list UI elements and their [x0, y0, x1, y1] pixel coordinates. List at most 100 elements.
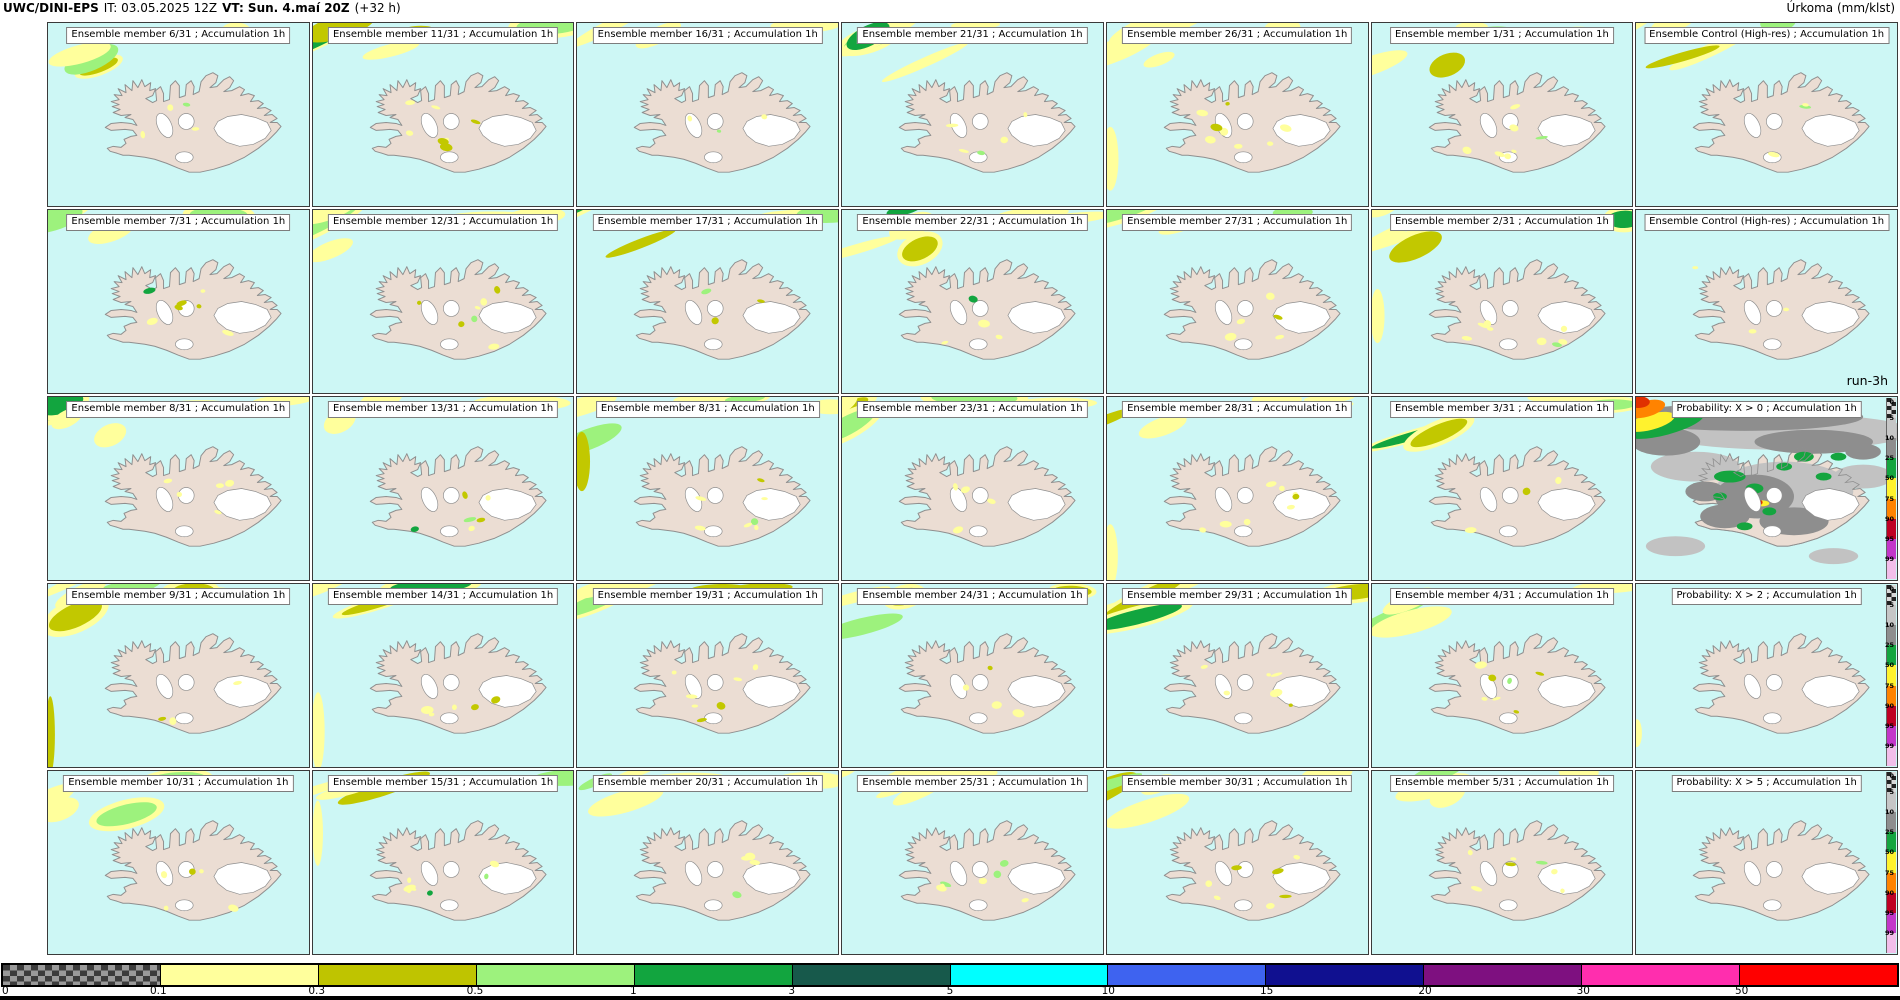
probability-colorbar-label: 95 [1884, 534, 1894, 543]
forecast-panel[interactable]: Ensemble member 27/31 ; Accumulation 1h [1105, 209, 1369, 394]
iceland-map [312, 397, 574, 580]
panel-title: Ensemble member 22/31 ; Accumulation 1h [857, 214, 1088, 231]
probability-colorbar-label: 0 [1889, 398, 1894, 406]
forecast-panel[interactable]: Ensemble member 4/31 ; Accumulation 1h [1370, 583, 1634, 768]
legend-segment [3, 965, 160, 985]
forecast-panel[interactable]: Ensemble member 22/31 ; Accumulation 1h [841, 209, 1104, 394]
iceland-map [1371, 397, 1633, 580]
probability-colorbar-label: 50 [1884, 474, 1894, 483]
forecast-panel[interactable]: Ensemble member 21/31 ; Accumulation 1h [841, 22, 1104, 207]
probability-colorbar-segment [1887, 832, 1896, 853]
forecast-panel[interactable]: Ensemble member 5/31 ; Accumulation 1h [1370, 770, 1634, 955]
forecast-panel[interactable]: Ensemble member 13/31 ; Accumulation 1h [311, 396, 575, 581]
forecast-panel[interactable]: Ensemble member 2/31 ; Accumulation 1h [1370, 209, 1634, 394]
panel-title: Ensemble member 7/31 ; Accumulation 1h [66, 214, 291, 231]
forecast-panel[interactable]: Ensemble member 12/31 ; Accumulation 1h [311, 209, 575, 394]
forecast-panel[interactable]: Ensemble member 23/31 ; Accumulation 1h [841, 396, 1104, 581]
probability-colorbar-segment [1887, 665, 1896, 686]
forecast-panel[interactable]: Ensemble member 8/31 ; Accumulation 1h [576, 396, 840, 581]
forecast-panel[interactable]: Ensemble member 9/31 ; Accumulation 1h [47, 583, 310, 768]
iceland-map [577, 210, 839, 393]
legend-baseline [0, 996, 1900, 1000]
legend-tick-label: 10 [1101, 985, 1115, 997]
panel-title: Ensemble member 24/31 ; Accumulation 1h [857, 588, 1088, 605]
forecast-panel[interactable]: Ensemble member 8/31 ; Accumulation 1h [47, 396, 310, 581]
probability-colorbar-segment [1887, 685, 1896, 706]
probability-colorbar-label: 99 [1884, 554, 1894, 563]
forecast-panel[interactable]: Ensemble member 15/31 ; Accumulation 1h [311, 770, 575, 955]
probability-colorbar: 0 5 10 25 50 75 90 95 99 [1884, 772, 1896, 953]
probability-colorbar-label: 10 [1884, 808, 1894, 817]
panel-title: Ensemble member 26/31 ; Accumulation 1h [1122, 27, 1353, 44]
probability-colorbar: 0 5 10 25 50 75 90 95 99 [1884, 585, 1896, 766]
forecast-panel[interactable]: Ensemble member 1/31 ; Accumulation 1h [1370, 22, 1634, 207]
panel-title: Ensemble member 4/31 ; Accumulation 1h [1390, 588, 1614, 605]
legend-tick-label: 15 [1259, 985, 1274, 997]
probability-colorbar-label: 50 [1884, 848, 1894, 857]
forecast-panel[interactable]: Ensemble member 17/31 ; Accumulation 1h [576, 209, 840, 394]
iceland-map [312, 23, 574, 206]
probability-colorbar-segment [1887, 872, 1896, 893]
forecast-panel[interactable]: Ensemble member 16/31 ; Accumulation 1h [576, 22, 840, 207]
forecast-panel[interactable]: Ensemble member 25/31 ; Accumulation 1h [841, 770, 1104, 955]
iceland-map [1106, 397, 1368, 580]
probability-colorbar-segment [1887, 725, 1896, 746]
forecast-panel[interactable]: Probability: X > 5 ; Accumulation 1h 0 5 10… [1635, 770, 1898, 955]
probability-colorbar-label: 75 [1884, 681, 1894, 690]
probability-colorbar-segment [1887, 812, 1896, 833]
forecast-panel[interactable]: Ensemble member 19/31 ; Accumulation 1h [576, 583, 840, 768]
probability-colorbar-segment [1887, 705, 1896, 726]
forecast-panel[interactable]: Probability: X > 0 ; Accumulation 1h 0 5 10… [1635, 396, 1898, 581]
legend-tick-label: 0.5 [466, 985, 484, 997]
forecast-panel[interactable]: Ensemble member 29/31 ; Accumulation 1h [1105, 583, 1369, 768]
legend-tick-label: 5 [946, 985, 954, 997]
init-time: IT: 03.05.2025 12Z [103, 1, 218, 15]
forecast-panel[interactable]: Ensemble member 10/31 ; Accumulation 1h [47, 770, 310, 955]
legend-tick-label: 20 [1418, 985, 1432, 997]
iceland-map [1636, 23, 1897, 206]
panel-title: Ensemble member 15/31 ; Accumulation 1h [327, 775, 559, 792]
forecast-panel[interactable]: Ensemble member 7/31 ; Accumulation 1h [47, 209, 310, 394]
forecast-panel[interactable]: Probability: X > 2 ; Accumulation 1h 0 5 10… [1635, 583, 1898, 768]
panel-title: Ensemble member 29/31 ; Accumulation 1h [1122, 588, 1353, 605]
iceland-map [842, 584, 1103, 767]
legend-tick-label: 0.3 [308, 985, 326, 997]
iceland-map [1371, 771, 1633, 954]
forecast-panel[interactable]: Ensemble Control (High-res) ; Accumulati… [1635, 209, 1898, 394]
legend-tick-labels: 0 0.1 0.3 0.5 1 3 5 10 15 20 30 50 [0, 985, 1900, 998]
forecast-panel[interactable]: Ensemble member 14/31 ; Accumulation 1h [311, 583, 575, 768]
panel-title: Ensemble member 8/31 ; Accumulation 1h [595, 401, 820, 418]
forecast-panel[interactable]: Ensemble member 30/31 ; Accumulation 1h [1105, 770, 1369, 955]
forecast-panel[interactable]: Ensemble Control (High-res) ; Accumulati… [1635, 22, 1898, 207]
forecast-panel[interactable]: Ensemble member 24/31 ; Accumulation 1h [841, 583, 1104, 768]
legend-tick-label: 50 [1734, 985, 1749, 997]
forecast-panel[interactable]: Ensemble member 28/31 ; Accumulation 1h [1105, 396, 1369, 581]
forecast-panel[interactable]: Ensemble member 3/31 ; Accumulation 1h [1370, 396, 1634, 581]
forecast-panel[interactable]: Ensemble member 11/31 ; Accumulation 1h [311, 22, 575, 207]
iceland-map [842, 23, 1103, 206]
titlebar: UWC/DINI-EPS IT: 03.05.2025 12Z VT: Sun. 4… [0, 0, 1900, 19]
iceland-map [1636, 397, 1897, 580]
run-info: UWC/DINI-EPS IT: 03.05.2025 12Z VT: Sun. 4… [3, 1, 406, 15]
probability-colorbar-segment [1887, 498, 1896, 519]
iceland-map [577, 23, 839, 206]
panel-title: Ensemble member 16/31 ; Accumulation 1h [592, 27, 823, 44]
iceland-map [577, 397, 839, 580]
panel-title: Ensemble Control (High-res) ; Accumulati… [1644, 27, 1890, 44]
iceland-map [312, 771, 574, 954]
iceland-map [1106, 23, 1368, 206]
probability-colorbar-label: 5 [1889, 601, 1894, 610]
iceland-map [48, 210, 309, 393]
probability-colorbar-label: 75 [1884, 494, 1894, 503]
forecast-panel[interactable]: Ensemble member 20/31 ; Accumulation 1h [576, 770, 840, 955]
probability-colorbar-segment [1887, 745, 1896, 766]
forecast-panel[interactable]: Ensemble member 6/31 ; Accumulation 1h [47, 22, 310, 207]
probability-colorbar-segment [1887, 932, 1896, 953]
panel-title: Ensemble member 28/31 ; Accumulation 1h [1122, 401, 1353, 418]
iceland-map [842, 397, 1103, 580]
probability-colorbar-label: 25 [1884, 641, 1894, 650]
probability-colorbar-segment [1887, 538, 1896, 559]
panel-title: Ensemble member 27/31 ; Accumulation 1h [1122, 214, 1353, 231]
forecast-panel[interactable]: Ensemble member 26/31 ; Accumulation 1h [1105, 22, 1369, 207]
units-label: Úrkoma (mm/klst) [1786, 1, 1895, 15]
